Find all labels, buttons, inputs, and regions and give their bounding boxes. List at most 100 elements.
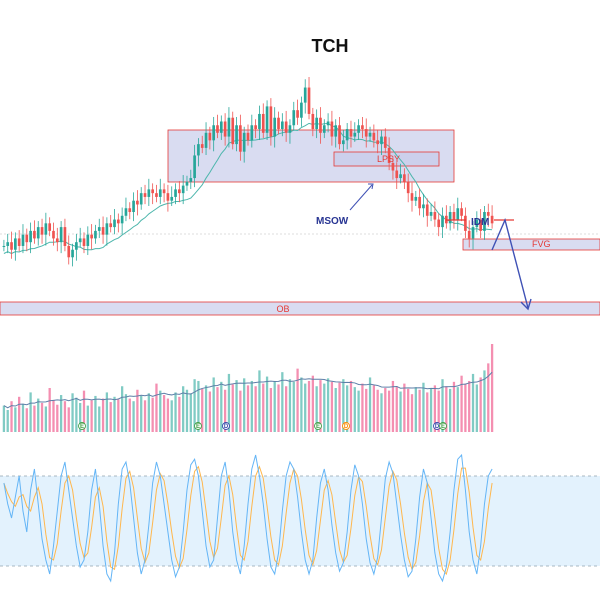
candle-body [322, 125, 326, 133]
candle-body [349, 129, 353, 137]
candle-body [75, 242, 78, 250]
zones-layer [0, 129, 600, 316]
volume-marker [78, 422, 86, 430]
candle-body [120, 215, 124, 224]
volume-marker [194, 422, 202, 430]
volume-bar [185, 389, 189, 432]
volume-bar [239, 390, 242, 432]
volume-bar [357, 390, 360, 432]
volume-bar [132, 401, 135, 432]
candle-body [395, 170, 399, 179]
candle-body [193, 155, 196, 179]
candle-body [422, 204, 425, 209]
volume-bar [170, 400, 173, 432]
volume-bar [395, 386, 398, 432]
candle-body [166, 193, 170, 201]
volume-ma-line [3, 371, 493, 409]
projection-arrow-head [520, 298, 532, 311]
volume-bar [162, 395, 166, 432]
volume-bar [399, 391, 402, 432]
volume-bar [79, 402, 82, 432]
candle-body [338, 125, 341, 145]
candle-body [208, 132, 212, 141]
candle-body [21, 234, 25, 246]
candle-body [17, 238, 21, 246]
volume-bar [262, 383, 265, 432]
volume-bar [14, 407, 17, 432]
candle-body [418, 196, 421, 209]
candle-body [82, 238, 86, 246]
annotations-layer: MSOW IDM LPSY FVG OB [276, 154, 550, 314]
volume-marker-label: E [316, 424, 320, 430]
candle-body [29, 230, 32, 243]
candle-body [425, 204, 429, 216]
volume-bar [109, 402, 112, 432]
candle-body [342, 140, 345, 145]
candle-body [25, 234, 29, 243]
volume-bar [246, 385, 250, 432]
volume-bar [433, 385, 437, 432]
candles-layer [2, 76, 494, 267]
candle-body [288, 125, 292, 133]
volume-bar [75, 397, 78, 432]
candle-body [483, 212, 486, 231]
candle-body [86, 234, 90, 246]
candle-body [250, 125, 254, 141]
volume-bar [471, 373, 475, 432]
candle-body [429, 212, 433, 216]
annotation-idm: IDM [471, 217, 489, 228]
candle-body [414, 196, 418, 201]
volume-bar [90, 400, 93, 432]
candle-body [59, 227, 63, 243]
candle-body [147, 189, 151, 197]
volume-bar [342, 379, 345, 432]
candle-body [303, 87, 307, 103]
candle-body [155, 193, 158, 197]
volume-bar [323, 383, 326, 432]
candle-body [216, 125, 219, 133]
candle-body [452, 212, 456, 220]
volume-bar [143, 400, 147, 432]
annotation-msow: MSOW [316, 216, 349, 227]
candle-body [185, 181, 189, 186]
candle-body [219, 121, 223, 133]
candle-body [441, 215, 444, 228]
volume-bar [227, 373, 231, 432]
candle-body [280, 121, 284, 130]
volume-bar [346, 385, 349, 432]
stochastic-k-line [3, 453, 493, 583]
candle-body [406, 181, 410, 194]
candle-body [292, 110, 296, 126]
candle-body [113, 219, 116, 228]
candle-body [403, 174, 406, 182]
volume-bar [201, 388, 204, 432]
candle-body [464, 215, 467, 231]
candle-body [361, 125, 364, 130]
volume-bar [464, 383, 467, 432]
volume-bar [208, 391, 212, 432]
volume-bar [307, 380, 311, 432]
candle-body [330, 121, 334, 137]
candle-body [109, 223, 113, 228]
volume-bar [288, 379, 292, 432]
volume-bar [479, 377, 482, 432]
volume-marker-label: D [344, 424, 349, 430]
candle-body [2, 245, 6, 247]
candle-body [380, 136, 383, 145]
candle-body [326, 121, 330, 126]
candle-body [261, 113, 265, 133]
volume-bar [372, 385, 376, 432]
volume-bar [243, 378, 246, 432]
candle-body [67, 245, 71, 258]
volume-bar [40, 402, 44, 432]
volume-bar [220, 381, 223, 432]
candle-body [357, 125, 360, 133]
volume-marker [342, 422, 350, 430]
candle-body [90, 234, 93, 239]
candle-body [353, 132, 357, 137]
volume-bar [120, 386, 124, 432]
volume-bar [197, 380, 200, 432]
stochastic-d-line [3, 465, 493, 576]
candle-body [36, 227, 40, 239]
candle-body [460, 208, 463, 216]
